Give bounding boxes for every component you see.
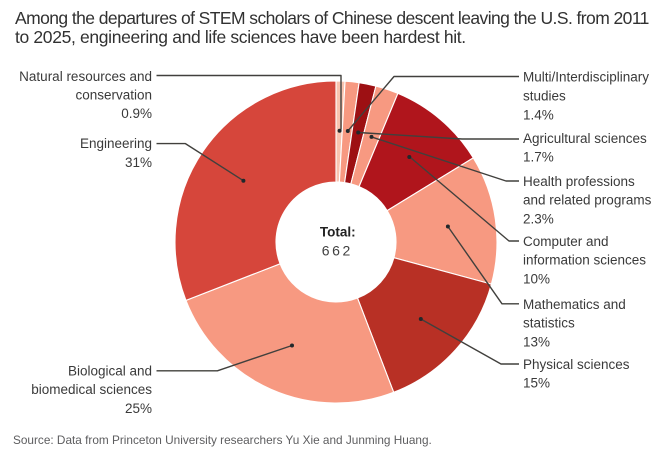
svg-text:25%: 25% [125, 401, 152, 416]
svg-text:Total:: Total: [320, 225, 356, 240]
svg-text:Engineering: Engineering [80, 136, 152, 151]
svg-text:conservation: conservation [75, 88, 152, 103]
svg-text:Health professions: Health professions [523, 174, 635, 189]
svg-text:Mathematics and: Mathematics and [523, 297, 626, 312]
svg-text:31%: 31% [125, 155, 152, 170]
svg-text:13%: 13% [523, 335, 550, 350]
svg-text:Natural resources and: Natural resources and [19, 69, 152, 84]
svg-text:0.9%: 0.9% [121, 106, 152, 121]
svg-text:10%: 10% [523, 272, 550, 287]
svg-text:Multi/Interdisciplinary: Multi/Interdisciplinary [523, 70, 649, 85]
svg-text:and related programs: and related programs [523, 193, 652, 208]
svg-text:2.3%: 2.3% [523, 212, 554, 227]
svg-text:Biological and: Biological and [68, 363, 152, 378]
svg-text:Among the departures of STEM s: Among the departures of STEM scholars of… [15, 8, 649, 28]
svg-text:statistics: statistics [523, 316, 575, 331]
svg-text:studies: studies [523, 88, 566, 103]
svg-text:Agricultural sciences: Agricultural sciences [523, 131, 647, 146]
svg-text:662: 662 [322, 243, 353, 259]
svg-text:information sciences: information sciences [523, 253, 646, 268]
svg-text:to 2025, engineering and life: to 2025, engineering and life sciences h… [15, 27, 466, 47]
svg-text:Physical sciences: Physical sciences [523, 357, 630, 372]
svg-text:1.4%: 1.4% [523, 107, 554, 122]
svg-text:Computer and: Computer and [523, 234, 609, 249]
svg-text:15%: 15% [523, 376, 550, 391]
svg-text:1.7%: 1.7% [523, 150, 554, 165]
svg-text:biomedical sciences: biomedical sciences [31, 382, 152, 397]
svg-text:Source: Data from Princeton Un: Source: Data from Princeton University r… [13, 433, 432, 447]
